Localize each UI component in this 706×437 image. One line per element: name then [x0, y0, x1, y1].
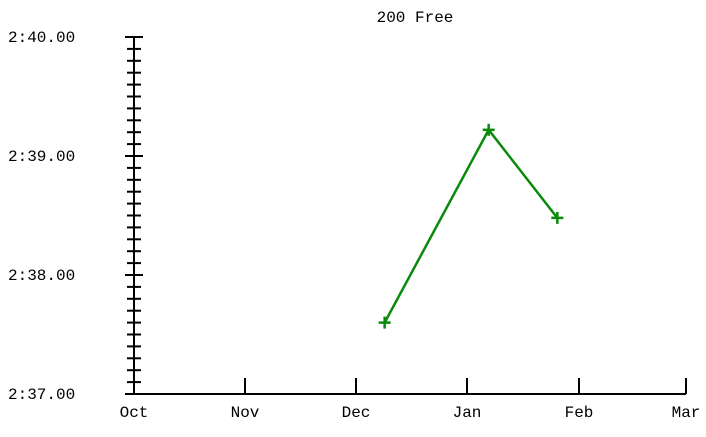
data-point [551, 211, 564, 224]
x-tick-label: Mar [672, 404, 701, 422]
x-tick-label: Feb [565, 404, 594, 422]
chart-title: 200 Free [377, 9, 454, 27]
x-axis-ticks: Oct Nov Dec Jan Feb Mar [120, 378, 701, 422]
y-tick-label: 2:40.00 [8, 29, 75, 47]
x-tick-label: Jan [453, 404, 482, 422]
x-tick-label: Oct [120, 404, 149, 422]
y-tick-label: 2:37.00 [8, 386, 75, 404]
y-tick-label: 2:38.00 [8, 267, 75, 285]
y-axis-ticks: 2:37.00 2:38.00 2:39.00 2:40.00 [8, 29, 143, 404]
x-tick-label: Dec [342, 404, 371, 422]
axes [133, 37, 686, 395]
y-tick-label: 2:39.00 [8, 148, 75, 166]
data-point [378, 316, 391, 329]
data-point [482, 123, 495, 136]
series-layer [378, 123, 564, 329]
series-line [383, 127, 559, 324]
x-tick-label: Nov [231, 404, 260, 422]
